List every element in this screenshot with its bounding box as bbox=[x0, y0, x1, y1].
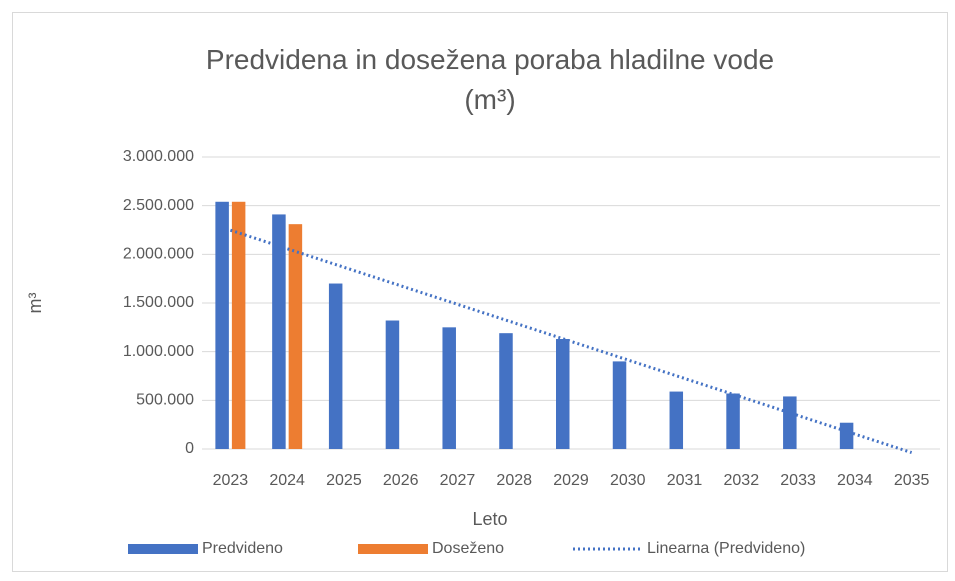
legend-label: Doseženo bbox=[432, 540, 504, 557]
bar bbox=[442, 327, 456, 449]
x-tick-label: 2030 bbox=[610, 472, 646, 489]
chart-title: Predvidena in dosežena poraba hladilne v… bbox=[206, 44, 774, 115]
x-tick-label: 2029 bbox=[553, 472, 589, 489]
bar bbox=[328, 283, 343, 449]
bar bbox=[288, 224, 303, 449]
legend-swatch bbox=[128, 544, 198, 554]
x-tick-label: 2033 bbox=[780, 472, 816, 489]
x-tick-label: 2035 bbox=[894, 472, 930, 489]
bar bbox=[839, 422, 854, 449]
legend-label: Predvideno bbox=[202, 540, 283, 557]
x-tick-label: 2032 bbox=[724, 472, 760, 489]
bar bbox=[783, 396, 797, 449]
y-axis-label: m³ bbox=[25, 293, 45, 314]
bar bbox=[612, 361, 627, 449]
x-tick-label: 2026 bbox=[383, 472, 419, 489]
y-tick-label: 1.000.000 bbox=[123, 343, 194, 360]
bar bbox=[231, 201, 246, 449]
y-tick-label: 3.000.000 bbox=[123, 148, 194, 165]
legend-label: Linearna (Predvideno) bbox=[647, 540, 805, 557]
x-tick-label: 2028 bbox=[496, 472, 532, 489]
y-tick-label: 0 bbox=[185, 440, 194, 457]
y-tick-label: 2.000.000 bbox=[123, 246, 194, 263]
legend-swatch bbox=[358, 544, 428, 554]
x-tick-label: 2024 bbox=[269, 472, 305, 489]
x-tick-label: 2023 bbox=[213, 472, 249, 489]
x-tick-label: 2031 bbox=[667, 472, 703, 489]
x-axis-label: Leto bbox=[472, 509, 507, 529]
bar bbox=[669, 391, 684, 449]
x-tick-label: 2027 bbox=[440, 472, 476, 489]
bar bbox=[215, 201, 229, 449]
bar bbox=[726, 393, 740, 449]
y-tick-label: 500.000 bbox=[136, 392, 194, 409]
y-tick-label: 2.500.000 bbox=[123, 197, 194, 214]
bar bbox=[556, 339, 570, 449]
chart-border bbox=[12, 12, 948, 572]
y-tick-label: 1.500.000 bbox=[123, 294, 194, 311]
bar bbox=[385, 320, 400, 449]
bar bbox=[499, 333, 513, 449]
bar bbox=[272, 214, 286, 449]
x-tick-label: 2025 bbox=[326, 472, 362, 489]
x-tick-label: 2034 bbox=[837, 472, 873, 489]
